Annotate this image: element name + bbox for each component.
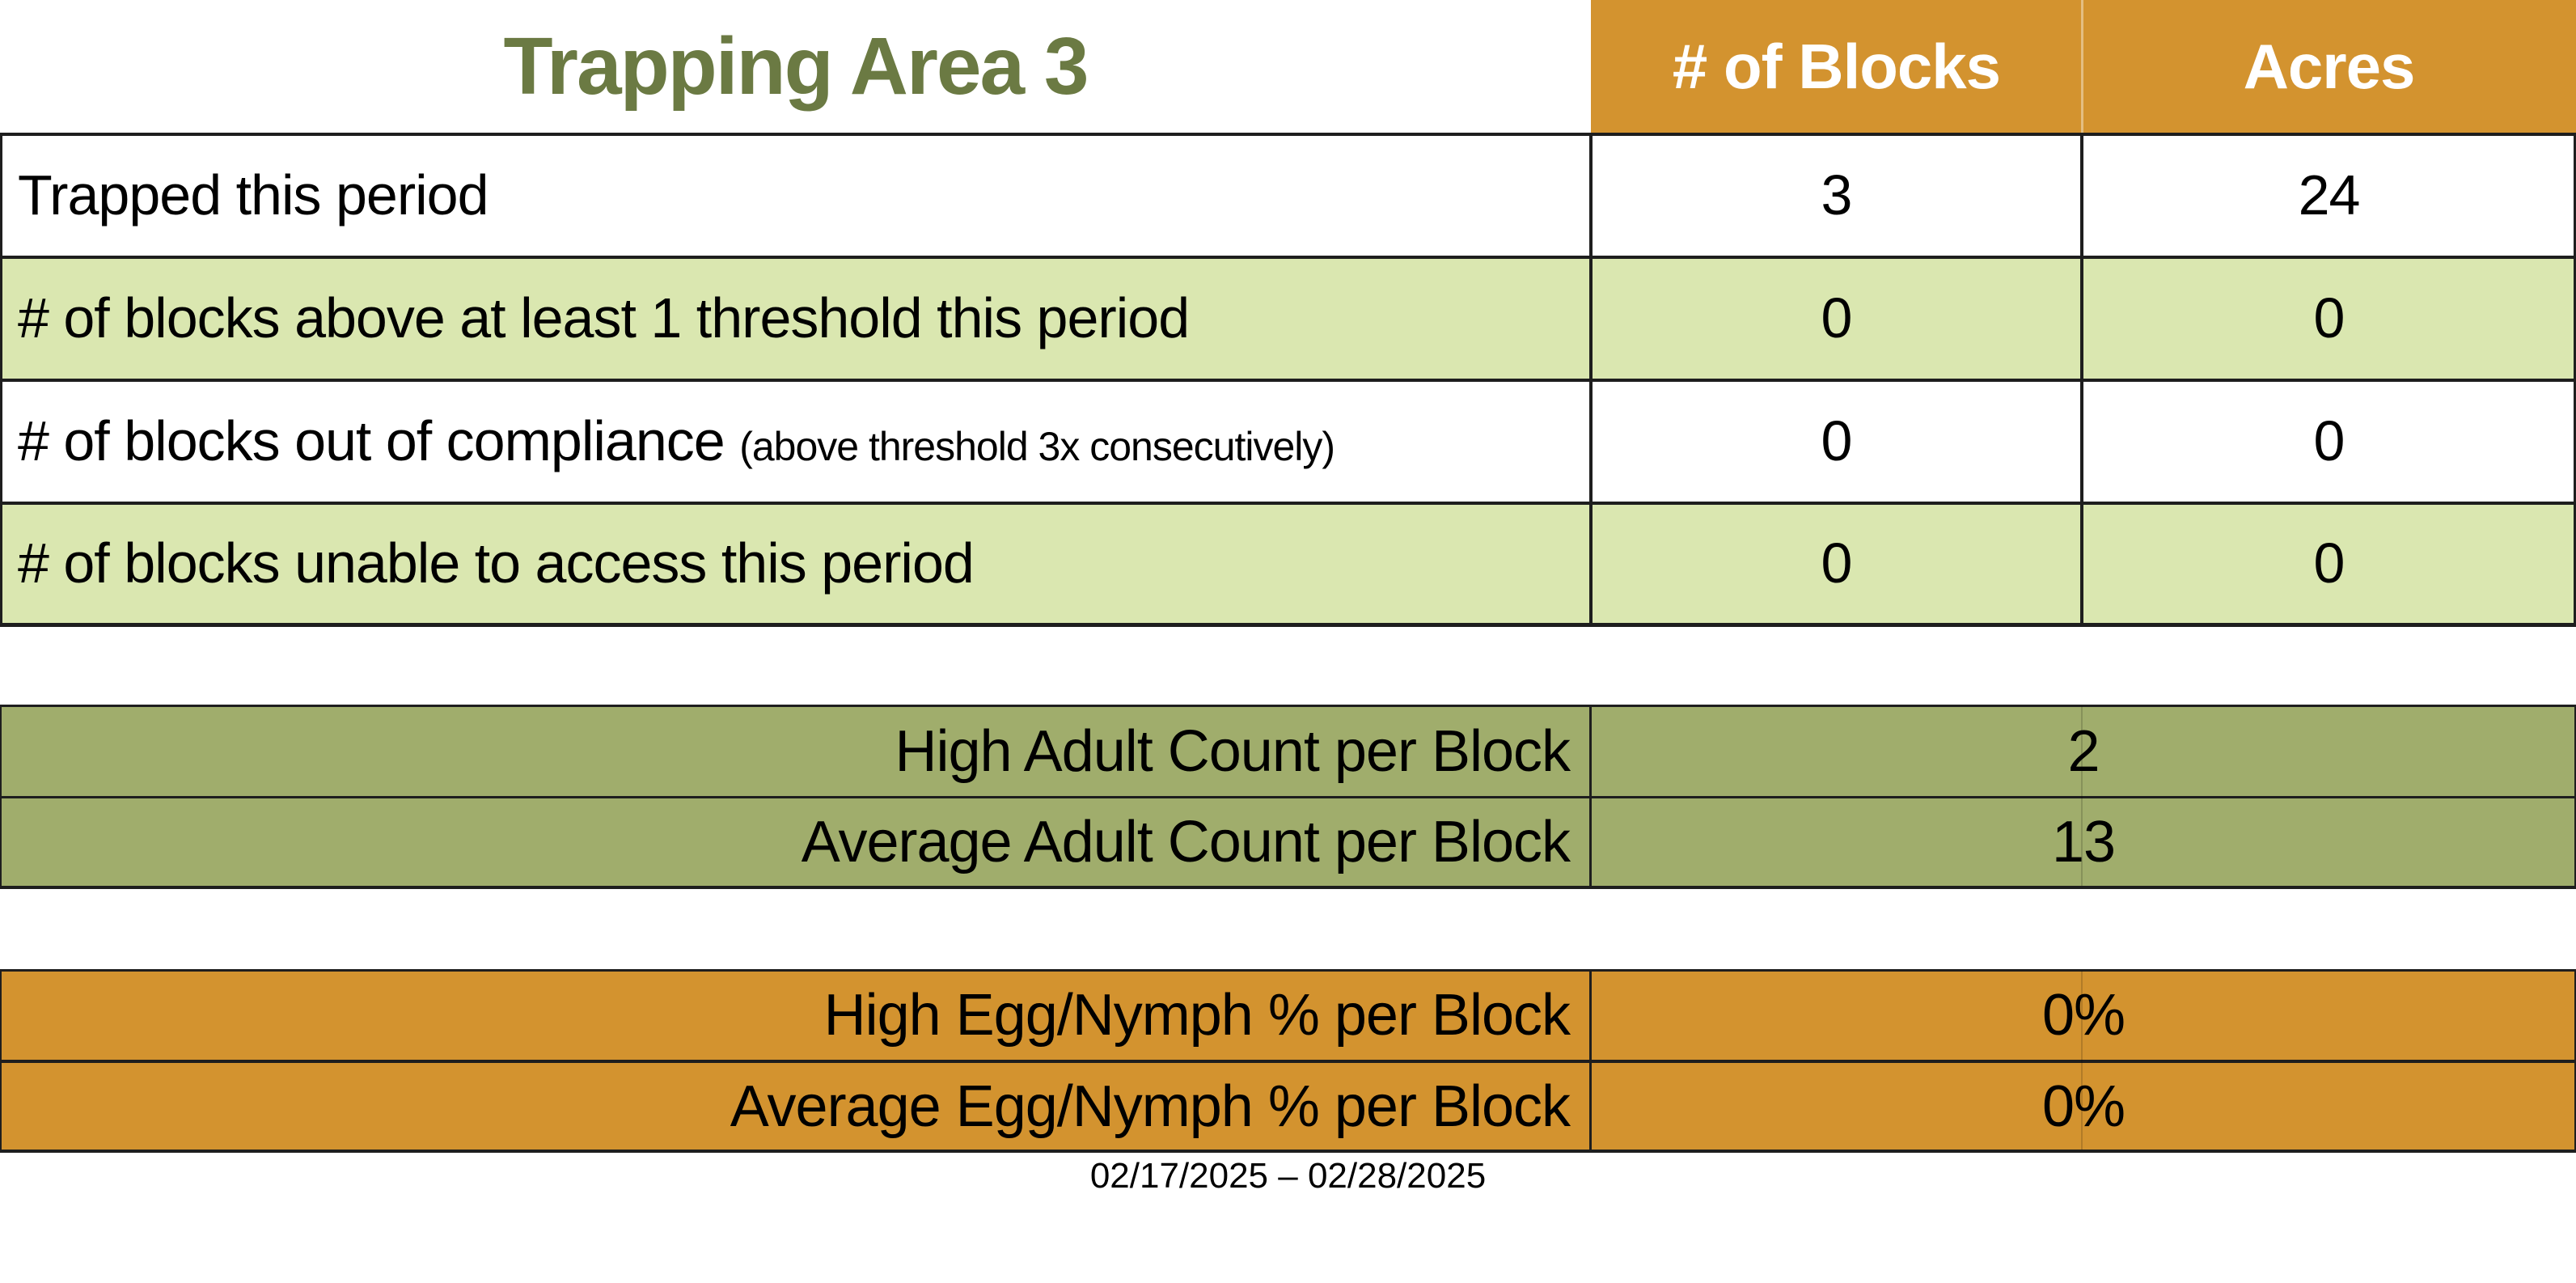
grid-hline-header-bottom xyxy=(0,133,2576,136)
cell-above-threshold-blocks: 0 xyxy=(1591,257,2082,379)
egg-section-left-border xyxy=(0,971,2,1150)
grid-hline-table-bottom xyxy=(0,623,2576,627)
cell-out-of-compliance-acres: 0 xyxy=(2082,380,2576,502)
grid-vline-left-border xyxy=(0,134,2,626)
cell-above-threshold-acres: 0 xyxy=(2082,257,2576,379)
egg-high-value-text: 0% xyxy=(2041,983,2126,1048)
adult-average-label-text: Average Adult Count per Block xyxy=(801,809,1571,874)
grid-hline-row3-bottom xyxy=(0,502,2576,505)
period-caption: 02/17/2025 – 02/28/2025 xyxy=(0,1153,2576,1200)
table-title: Trapping Area 3 xyxy=(0,0,1591,133)
cell-unable-to-access-blocks: 0 xyxy=(1591,503,2082,623)
cell-trapped-acres: 24 xyxy=(2082,134,2576,256)
egg-average-label-text: Average Egg/Nymph % per Block xyxy=(730,1073,1571,1139)
adult-average-value-text: 13 xyxy=(2051,809,2116,874)
column-header-blocks: # of Blocks xyxy=(1591,0,2082,133)
row-label-trapped: Trapped this period xyxy=(18,134,1571,256)
period-caption-text: 02/17/2025 – 02/28/2025 xyxy=(1089,1156,1487,1196)
row-stripe-green-1 xyxy=(0,257,2576,380)
adult-section-row-divider xyxy=(0,796,2576,798)
column-header-acres: Acres xyxy=(2082,0,2576,133)
header-column-divider xyxy=(2081,0,2083,133)
adult-high-label: High Adult Count per Block xyxy=(0,706,1571,796)
grid-vline-right-border xyxy=(2574,134,2576,626)
cell-out-of-compliance-acres-value: 0 xyxy=(2313,409,2345,472)
cell-trapped-blocks: 3 xyxy=(1591,134,2082,256)
grid-hline-row1-bottom xyxy=(0,256,2576,259)
cell-unable-to-access-acres-value: 0 xyxy=(2313,531,2345,595)
cell-trapped-blocks-value: 3 xyxy=(1821,163,1853,227)
adult-section-faint-divider xyxy=(2081,706,2083,886)
adult-high-value: 2 xyxy=(1591,706,2576,796)
cell-unable-to-access-acres: 0 xyxy=(2082,503,2576,623)
grid-hline-row2-bottom xyxy=(0,379,2576,382)
row-label-unable-to-access: # of blocks unable to access this period xyxy=(18,503,1571,623)
cell-trapped-acres-value: 24 xyxy=(2298,163,2361,227)
cell-above-threshold-blocks-value: 0 xyxy=(1821,286,1853,349)
adult-average-value: 13 xyxy=(1591,798,2576,886)
egg-section-faint-divider xyxy=(2081,971,2083,1150)
row-label-unable-to-access-text: # of blocks unable to access this period xyxy=(18,531,975,595)
row-label-trapped-text: Trapped this period xyxy=(18,163,489,227)
egg-average-value-text: 0% xyxy=(2041,1073,2126,1139)
header-orange-background xyxy=(1591,0,2576,134)
adult-section-label-divider xyxy=(1589,706,1592,886)
row-label-out-of-compliance: # of blocks out of compliance (above thr… xyxy=(18,380,1571,502)
egg-average-value: 0% xyxy=(1591,1063,2576,1150)
adult-high-value-text: 2 xyxy=(2067,718,2100,784)
adult-section-right-border xyxy=(2574,706,2576,886)
egg-section-row-divider xyxy=(0,1060,2576,1063)
row-label-above-threshold: # of blocks above at least 1 threshold t… xyxy=(18,257,1571,379)
grid-vline-acres-col xyxy=(2080,134,2083,626)
cell-out-of-compliance-blocks-value: 0 xyxy=(1821,409,1853,472)
column-header-acres-text: Acres xyxy=(2243,30,2416,102)
cell-above-threshold-acres-value: 0 xyxy=(2313,286,2345,349)
table-title-text: Trapping Area 3 xyxy=(503,20,1089,112)
cell-out-of-compliance-blocks: 0 xyxy=(1591,380,2082,502)
adult-high-label-text: High Adult Count per Block xyxy=(895,718,1571,784)
row-label-above-threshold-text: # of blocks above at least 1 threshold t… xyxy=(18,286,1190,349)
egg-high-label: High Egg/Nymph % per Block xyxy=(0,971,1571,1060)
egg-average-label: Average Egg/Nymph % per Block xyxy=(0,1063,1571,1150)
column-header-blocks-text: # of Blocks xyxy=(1672,30,2001,102)
egg-high-value: 0% xyxy=(1591,971,2576,1060)
row-label-out-of-compliance-note: (above threshold 3x consecutively) xyxy=(739,423,1335,469)
egg-section-label-divider xyxy=(1589,971,1592,1150)
egg-section-right-border xyxy=(2574,971,2576,1150)
row-stripe-green-2 xyxy=(0,503,2576,626)
egg-section-bottom-border xyxy=(0,1150,2576,1153)
cell-unable-to-access-blocks-value: 0 xyxy=(1821,531,1853,595)
grid-vline-blocks-col xyxy=(1589,134,1593,626)
adult-section-bottom-border xyxy=(0,886,2576,889)
egg-section-top-border xyxy=(0,969,2576,972)
adult-section-left-border xyxy=(0,706,2,886)
egg-high-label-text: High Egg/Nymph % per Block xyxy=(823,983,1571,1048)
row-label-out-of-compliance-text: # of blocks out of compliance xyxy=(18,409,725,472)
adult-section-top-border xyxy=(0,705,2576,707)
adult-average-label: Average Adult Count per Block xyxy=(0,798,1571,886)
